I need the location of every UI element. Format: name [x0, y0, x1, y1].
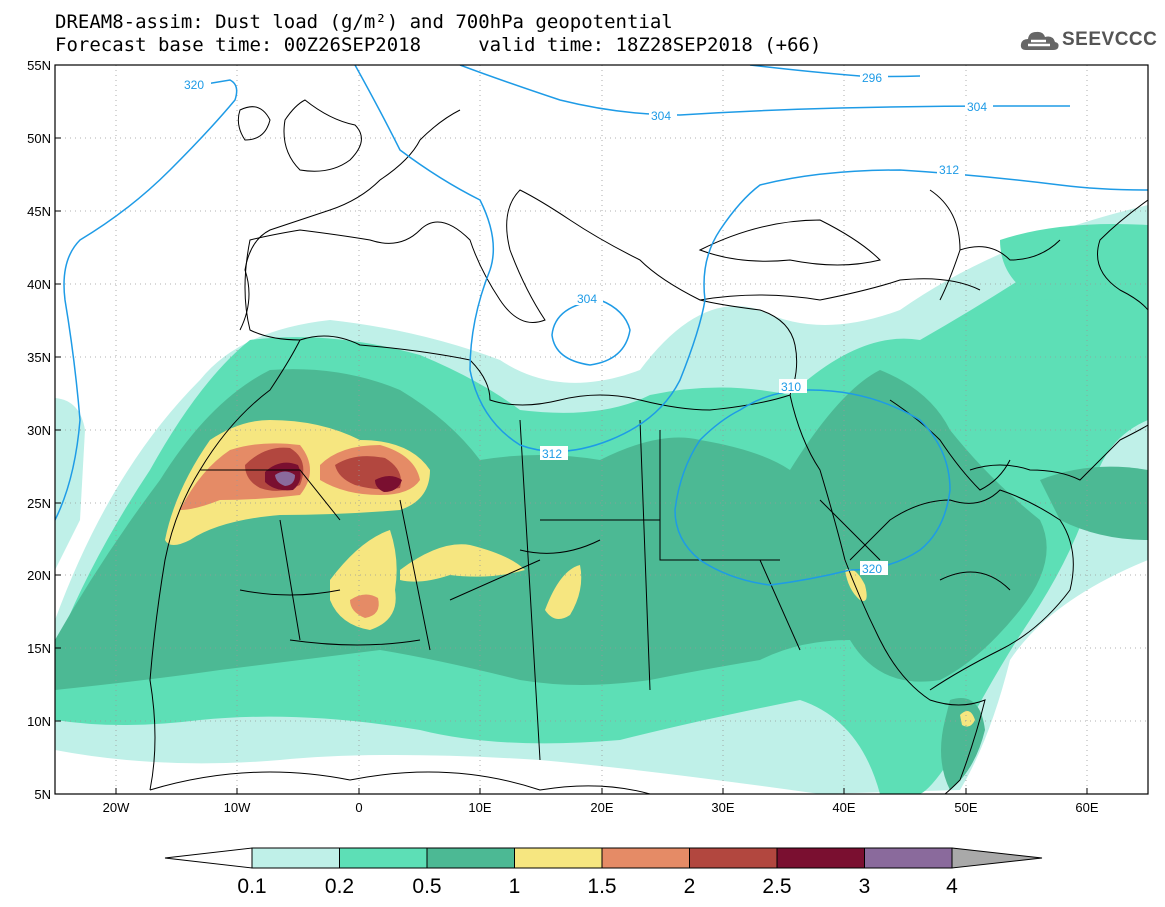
colorbar-segment	[689, 847, 778, 869]
forecast-time-line: Forecast base time: 00Z26SEP2018 valid t…	[55, 34, 822, 56]
contour-label-box	[575, 291, 603, 305]
colorbar-segment	[514, 847, 603, 869]
contour-label-box	[649, 108, 677, 122]
contour-label: 310	[781, 380, 801, 394]
lat-tick-label: 20N	[27, 568, 51, 583]
colorbar-tick-label: 1.5	[587, 875, 616, 898]
contour-label: 296	[862, 71, 882, 85]
contour-label: 304	[577, 292, 597, 306]
cloud-logo-icon	[1020, 31, 1059, 50]
contour-label-box	[965, 99, 993, 113]
contour-label: 304	[651, 109, 671, 123]
colorbar-tick-labels: 0.1 0.2 0.5 1 1.5 2 2.5 3 4	[237, 875, 958, 898]
lon-tick-label: 30E	[711, 800, 734, 815]
lat-tick-label: 35N	[27, 350, 51, 365]
colorbar-tick-label: 4	[946, 875, 958, 898]
lat-tick-label: 15N	[27, 641, 51, 656]
map-title: DREAM8-assim: Dust load (g/m²) and 700hP…	[55, 11, 673, 33]
colorbar-tick-label: 0.5	[412, 875, 441, 898]
latitude-labels: 55N 50N 45N 40N 35N 30N 25N 20N 15N 10N …	[27, 58, 51, 802]
lon-tick-label: 20W	[103, 800, 130, 815]
longitude-labels: 20W 10W 0 10E 20E 30E 40E 50E 60E	[103, 800, 1099, 815]
colorbar-tick-label: 2.5	[762, 875, 791, 898]
lon-tick-label: 50E	[954, 800, 977, 815]
colorbar-segment	[776, 847, 865, 869]
contour-label-box	[860, 70, 888, 84]
contour-label: 312	[939, 163, 959, 177]
contour-label-box	[779, 379, 807, 393]
colorbar-segments	[164, 847, 1043, 869]
logo-text: SEEVCCC	[1062, 29, 1158, 50]
colorbar-tick-label: 3	[859, 875, 871, 898]
lat-tick-label: 50N	[27, 131, 51, 146]
colorbar-segment	[339, 847, 428, 869]
lat-tick-label: 10N	[27, 714, 51, 729]
contour-label-box	[183, 77, 211, 91]
contour-label: 304	[967, 100, 987, 114]
colorbar-high-arrow	[951, 847, 1043, 869]
colorbar-tick-label: 1	[509, 875, 521, 898]
contour-label: 312	[542, 447, 562, 461]
colorbar-low-arrow	[164, 847, 253, 869]
colorbar-segment	[864, 847, 953, 869]
lat-tick-label: 45N	[27, 204, 51, 219]
seevccc-logo: SEEVCCC	[1020, 26, 1158, 56]
colorbar-tick-label: 2	[684, 875, 696, 898]
lat-tick-label: 30N	[27, 423, 51, 438]
colorbar-segment	[601, 847, 690, 869]
dust-level-3	[275, 471, 295, 486]
colorbar-tick-label: 0.1	[237, 875, 266, 898]
colorbar-tick-label: 0.2	[325, 875, 354, 898]
lat-tick-label: 25N	[27, 496, 51, 511]
coastlines	[149, 99, 1148, 794]
lon-tick-label: 10E	[468, 800, 491, 815]
lat-tick-label: 40N	[27, 277, 51, 292]
colorbar-segment	[426, 847, 515, 869]
contour-label-box	[937, 162, 965, 176]
contour-label-box	[860, 561, 888, 575]
contour-label: 320	[184, 78, 204, 92]
geopotential-contours	[55, 65, 1148, 586]
lat-tick-label: 55N	[27, 58, 51, 73]
contour-label: 320	[862, 562, 882, 576]
lat-tick-label: 5N	[34, 787, 51, 802]
colorbar-segment	[251, 847, 340, 869]
contour-labels: 320 296 304 304 312 304 312 310 320	[183, 70, 993, 576]
tick-marks	[55, 137, 1088, 794]
contour-label-box	[540, 446, 568, 460]
lon-tick-label: 40E	[832, 800, 855, 815]
lon-tick-label: 20E	[590, 800, 613, 815]
lon-tick-label: 0	[355, 800, 362, 815]
lon-tick-label: 10W	[224, 800, 251, 815]
lon-tick-label: 60E	[1075, 800, 1098, 815]
